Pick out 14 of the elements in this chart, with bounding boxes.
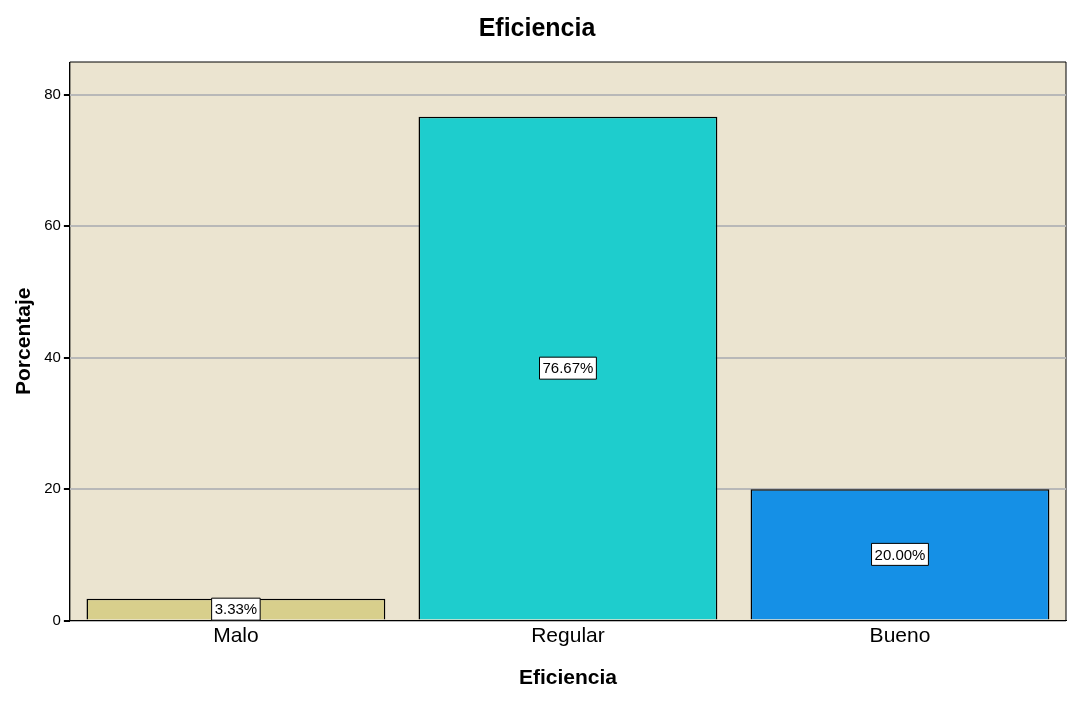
x-axis-title: Eficiencia [518, 665, 618, 689]
y-axis-title: Porcentaje [11, 287, 35, 395]
data-label: 20.00% [874, 545, 926, 563]
x-tick-label: Bueno [869, 623, 931, 646]
y-tick-label: 20 [44, 479, 61, 497]
y-tick-label: 80 [44, 85, 61, 102]
data-label: 76.67% [542, 359, 594, 377]
data-label: 3.33% [214, 600, 258, 618]
x-tick-label: Malo [213, 623, 259, 646]
chart-title: Eficiencia [478, 12, 597, 41]
y-tick-label: 40 [44, 347, 61, 365]
x-tick-label: Regular [531, 623, 605, 646]
y-tick-label: 60 [44, 216, 61, 234]
y-tick-label: 0 [52, 610, 61, 628]
